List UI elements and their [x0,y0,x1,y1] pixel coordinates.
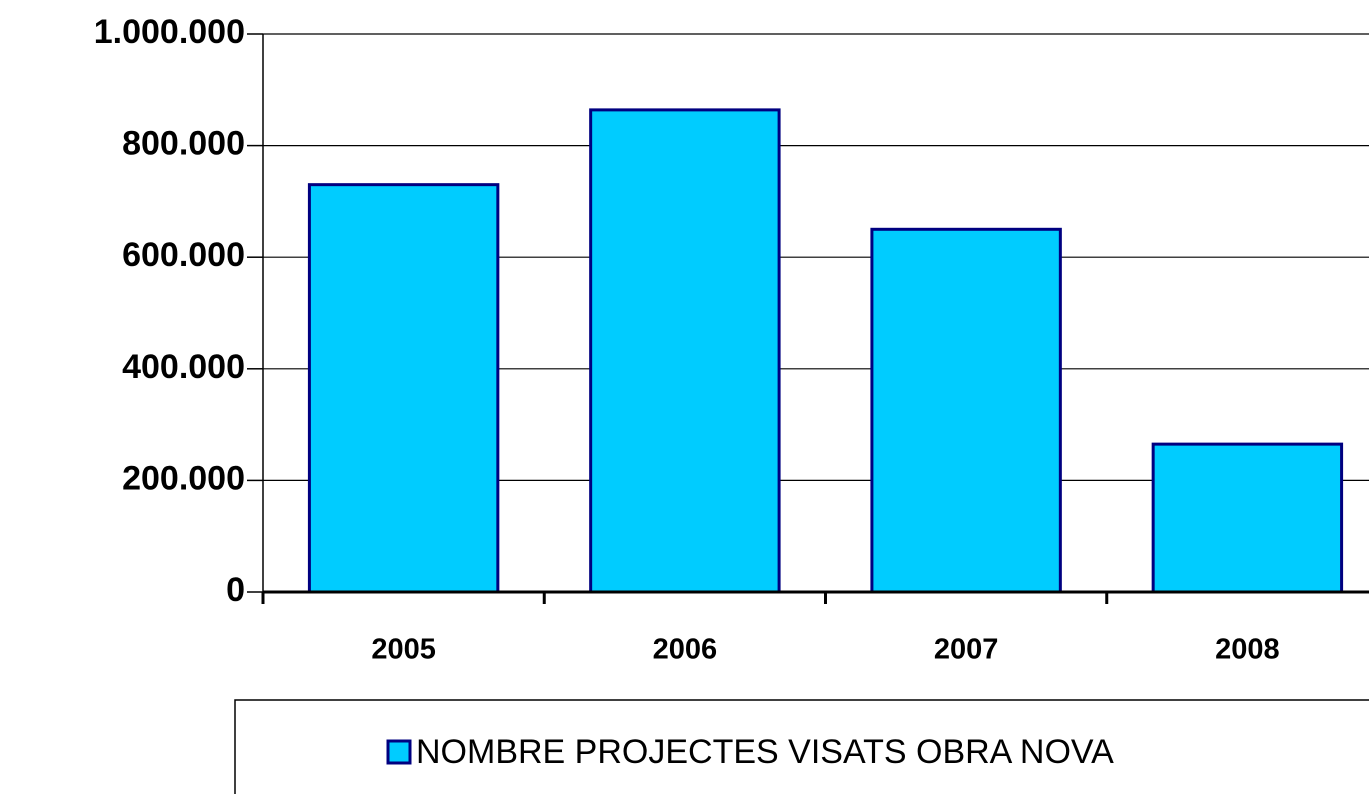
x-tick-label: 2008 [1215,634,1280,666]
legend-label: NOMBRE PROJECTES VISATS OBRA NOVA [416,733,1114,771]
x-tick-label: 2007 [934,634,999,666]
x-tick-label: 2006 [653,634,718,666]
y-tick-label: 600.000 [122,236,245,274]
y-tick-label: 400.000 [122,348,245,386]
y-tick-label: 0 [226,571,245,609]
legend-swatch [386,739,412,765]
y-tick-label: 800.000 [122,125,245,163]
y-tick-label: 200.000 [122,459,245,497]
bar [307,183,500,594]
bar [870,227,1062,594]
bar [589,108,781,594]
x-tick-label: 2005 [371,634,436,666]
legend-box [234,699,1369,794]
y-tick-label: 1.000.000 [94,13,245,51]
bar [1151,442,1344,594]
